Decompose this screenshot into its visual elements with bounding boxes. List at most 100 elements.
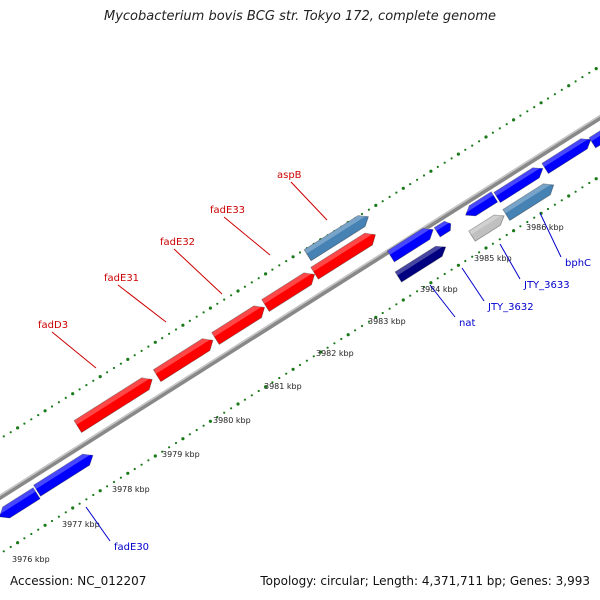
gene-shine — [304, 215, 368, 254]
track-dot — [291, 367, 295, 371]
track-dot — [401, 298, 405, 302]
gene-shine — [395, 245, 445, 276]
gene-arrow[interactable] — [73, 374, 156, 433]
track-dot — [2, 550, 5, 553]
track-dot — [64, 396, 67, 399]
gene-body — [303, 215, 369, 262]
track-dot — [546, 97, 550, 100]
gene-arrow[interactable] — [303, 211, 372, 262]
track-dot — [560, 199, 563, 202]
track-dot — [57, 401, 61, 404]
gene-body — [502, 183, 555, 222]
track-dot — [223, 411, 226, 414]
kbp-tick-label: 3976 kbp — [12, 555, 50, 564]
gene-shine — [310, 232, 375, 272]
track-dot — [533, 216, 536, 219]
gene-body — [493, 167, 544, 204]
gene-arrow[interactable] — [541, 134, 594, 175]
gene-body — [0, 487, 41, 519]
track-dot — [257, 277, 260, 280]
gene-label-fadE33: fadE33 — [210, 205, 245, 216]
track-dot — [230, 294, 233, 297]
track-dot — [195, 315, 198, 318]
track-dot — [588, 71, 591, 74]
track-dot — [464, 148, 467, 151]
track-dot — [126, 357, 130, 361]
gene-arrow[interactable] — [493, 163, 546, 204]
track-dot — [174, 328, 178, 331]
track-dot — [422, 174, 426, 177]
gene-arrow[interactable] — [310, 229, 379, 280]
track-dot — [16, 541, 20, 545]
track-dot — [519, 225, 522, 228]
track-dot — [464, 259, 467, 263]
track-dot — [401, 186, 405, 190]
gene-shine — [541, 138, 590, 167]
track-dot — [291, 255, 295, 259]
genome-backbone — [0, 114, 600, 501]
track-dot — [208, 419, 212, 423]
gene-arrow[interactable] — [33, 450, 97, 497]
kbp-tick-label: 3984 kbp — [420, 285, 458, 294]
track-dot — [278, 264, 281, 267]
track-dot — [581, 76, 584, 79]
track-dot — [560, 88, 563, 91]
kbp-tick-label: 3979 kbp — [162, 450, 200, 459]
gene-arrow[interactable] — [394, 242, 449, 283]
track-dot — [374, 203, 378, 207]
track-dot — [230, 407, 233, 410]
track-dot — [181, 437, 185, 441]
gene-body — [73, 377, 153, 433]
track-dot — [78, 388, 81, 391]
track-dot — [92, 493, 95, 497]
gene-label-fadE31: fadE31 — [104, 273, 139, 284]
track-dot — [71, 392, 75, 396]
track-dot — [567, 84, 571, 88]
gene-arrow[interactable] — [386, 224, 436, 263]
gene-body — [465, 191, 499, 217]
kbp-tick-label: 3985 kbp — [474, 254, 512, 263]
gene-shine — [468, 214, 504, 235]
track-dot — [491, 131, 494, 134]
gene-shine — [434, 221, 450, 231]
label-leader-line — [461, 267, 485, 302]
gene-features — [0, 128, 600, 523]
gene-shine — [589, 130, 600, 142]
track-dot — [153, 340, 157, 344]
track-dot — [511, 118, 516, 122]
track-dot — [374, 315, 378, 319]
gene-arrow[interactable] — [588, 128, 600, 149]
gene-arrow[interactable] — [211, 302, 268, 345]
gene-arrow[interactable] — [502, 180, 557, 222]
track-dot — [250, 394, 253, 397]
track-dot — [208, 306, 212, 310]
kbp-tick-label: 3980 kbp — [213, 416, 251, 425]
track-dot — [594, 67, 598, 71]
track-dot — [236, 289, 240, 293]
track-dot — [546, 207, 550, 211]
track-dot — [588, 181, 591, 185]
track-dot — [236, 402, 240, 406]
gene-arrow[interactable] — [433, 219, 453, 238]
track-dot — [140, 463, 143, 466]
gene-arrow[interactable] — [468, 211, 508, 242]
gene-arrow[interactable] — [462, 191, 499, 220]
gene-arrow[interactable] — [0, 487, 41, 523]
track-dot — [195, 428, 198, 432]
label-leader-line — [51, 331, 97, 369]
track-dot — [30, 418, 33, 421]
kbp-tick-label: 3983 kbp — [368, 317, 406, 326]
track-dot — [85, 498, 88, 501]
track-dot — [498, 238, 501, 241]
gene-arrow[interactable] — [152, 334, 216, 383]
gene-arrow[interactable] — [261, 269, 318, 312]
track-dot — [285, 260, 288, 263]
label-leader-line — [539, 212, 562, 258]
gene-shine — [502, 183, 553, 214]
track-dot — [133, 354, 136, 357]
track-dot — [360, 212, 364, 216]
track-dot — [360, 324, 364, 328]
track-dot — [471, 144, 474, 147]
kbp-ticks: 3976 kbp 3977 kbp 3978 kbp 3979 kbp 3980 kbp… — [12, 223, 564, 564]
track-dot — [168, 446, 171, 449]
